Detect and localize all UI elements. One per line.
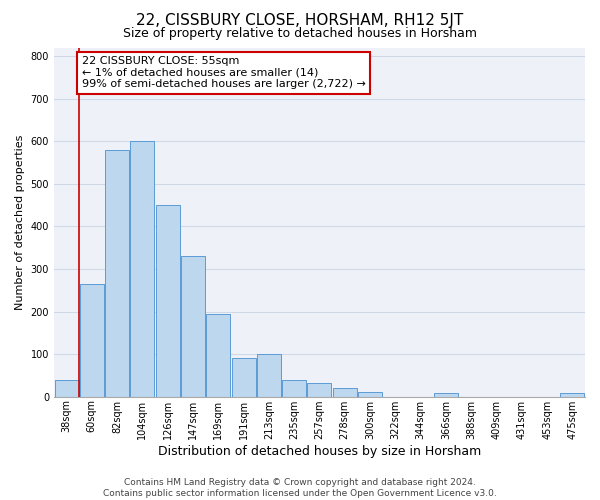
Text: 22, CISSBURY CLOSE, HORSHAM, RH12 5JT: 22, CISSBURY CLOSE, HORSHAM, RH12 5JT: [136, 12, 464, 28]
Bar: [282, 380, 306, 396]
Bar: [55, 380, 79, 396]
Bar: [80, 284, 104, 397]
Bar: [206, 314, 230, 396]
Bar: [232, 358, 256, 397]
Bar: [333, 388, 357, 396]
Bar: [257, 354, 281, 397]
Text: Size of property relative to detached houses in Horsham: Size of property relative to detached ho…: [123, 28, 477, 40]
Bar: [130, 141, 154, 397]
Text: Contains HM Land Registry data © Crown copyright and database right 2024.
Contai: Contains HM Land Registry data © Crown c…: [103, 478, 497, 498]
Bar: [434, 394, 458, 396]
Bar: [105, 150, 129, 396]
X-axis label: Distribution of detached houses by size in Horsham: Distribution of detached houses by size …: [158, 444, 481, 458]
Y-axis label: Number of detached properties: Number of detached properties: [15, 134, 25, 310]
Bar: [307, 383, 331, 396]
Bar: [181, 256, 205, 396]
Bar: [358, 392, 382, 396]
Bar: [560, 394, 584, 396]
Text: 22 CISSBURY CLOSE: 55sqm
← 1% of detached houses are smaller (14)
99% of semi-de: 22 CISSBURY CLOSE: 55sqm ← 1% of detache…: [82, 56, 365, 89]
Bar: [156, 205, 180, 396]
